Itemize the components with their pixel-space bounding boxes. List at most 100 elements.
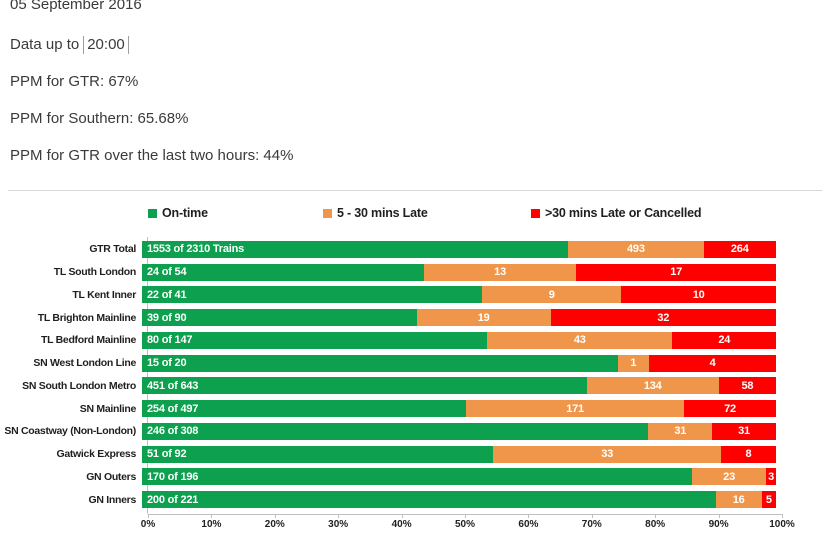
stacked-bar: 51 of 92 33 8 — [142, 445, 776, 463]
x-axis-tick-label: 40% — [391, 519, 412, 530]
legend-swatch-cancelled-icon — [531, 208, 540, 218]
segment-on-time-value-label: 1553 of 2310 Trains — [147, 243, 245, 256]
category-label: GN Outers — [86, 470, 136, 483]
segment-on-time: 39 of 90 — [142, 309, 417, 327]
segment-on-time: 200 of 221 — [142, 491, 716, 509]
stacked-bar: 15 of 20 1 4 — [142, 354, 776, 372]
segment-cancelled: 8 — [720, 445, 776, 463]
chart-row: SN Coastway (Non-London) 246 of 308 31 31 — [0, 420, 782, 443]
stacked-bar: 451 of 643 134 58 — [142, 377, 776, 395]
segment-cancelled: 5 — [761, 491, 776, 509]
segment-on-time: 451 of 643 — [142, 377, 587, 395]
segment-late-value-label: 43 — [573, 334, 586, 347]
stacked-bar: 246 of 308 31 31 — [142, 422, 776, 440]
segment-late-value-label: 23 — [723, 470, 735, 483]
segment-cancelled: 32 — [550, 309, 776, 327]
chart-row: TL Brighton Mainline 39 of 90 19 32 — [0, 306, 782, 329]
chart-row: GN Inners 200 of 221 16 5 — [0, 488, 782, 511]
category-label: GN Inners — [88, 493, 137, 506]
segment-late: 171 — [466, 400, 685, 418]
segment-on-time-value-label: 200 of 221 — [147, 493, 199, 506]
stacked-bar: 39 of 90 19 32 — [142, 309, 776, 327]
segment-cancelled-value-label: 5 — [765, 493, 772, 506]
segment-on-time: 170 of 196 — [142, 468, 692, 486]
stacked-bar: 1553 of 2310 Trains 493 264 — [142, 240, 776, 258]
x-axis-tick-label: 10% — [201, 519, 222, 530]
segment-cancelled-value-label: 24 — [718, 334, 731, 347]
category-label: SN South London Metro — [22, 379, 136, 392]
segment-on-time-value-label: 15 of 20 — [147, 357, 187, 370]
segment-cancelled-value-label: 32 — [657, 311, 670, 324]
segment-late: 134 — [586, 377, 719, 395]
chart-row: SN West London Line 15 of 20 1 4 — [0, 352, 782, 375]
segment-late-value-label: 1 — [630, 357, 637, 370]
segment-cancelled-value-label: 8 — [745, 448, 752, 461]
ppm-southern-text: PPM for Southern: 65.68% — [10, 110, 189, 127]
legend-item-cancelled: >30 mins Late or Cancelled — [531, 206, 702, 220]
segment-late: 9 — [482, 286, 622, 304]
segment-on-time-value-label: 22 of 41 — [147, 288, 187, 301]
x-axis-tick-label: 60% — [518, 519, 539, 530]
x-axis-tick — [274, 514, 276, 518]
x-axis-tick-label: 100% — [769, 519, 795, 530]
chart-row: TL South London 24 of 54 13 17 — [0, 261, 782, 284]
segment-cancelled-value-label: 4 — [709, 357, 716, 370]
x-axis-tick-label: 30% — [328, 519, 349, 530]
segment-late: 13 — [423, 263, 577, 281]
x-axis-tick-label: 70% — [581, 519, 602, 530]
data-up-to-line: Data up to 20:00 — [10, 36, 129, 54]
x-axis-tick — [211, 514, 213, 518]
category-label: SN Coastway (Non-London) — [4, 425, 136, 438]
segment-on-time: 24 of 54 — [142, 263, 424, 281]
x-axis-tick-label: 50% — [454, 519, 476, 530]
category-label: SN West London Line — [33, 357, 136, 370]
category-label: TL Brighton Mainline — [37, 311, 137, 324]
segment-cancelled: 72 — [684, 400, 776, 418]
segment-cancelled: 4 — [649, 354, 776, 372]
segment-cancelled-value-label: 264 — [730, 243, 749, 256]
report-date: 05 September 2016 — [10, 0, 142, 13]
segment-cancelled-value-label: 17 — [670, 266, 683, 279]
stacked-bar: 170 of 196 23 3 — [142, 468, 776, 486]
x-axis-tick — [782, 514, 783, 518]
data-up-to-time-field[interactable]: 20:00 — [83, 36, 129, 54]
category-label: TL Kent Inner — [72, 288, 136, 301]
segment-late-value-label: 171 — [566, 402, 584, 415]
chart-row: TL Bedford Mainline 80 of 147 43 24 — [0, 329, 782, 352]
segment-late-value-label: 19 — [477, 311, 490, 324]
stacked-bar: 24 of 54 13 17 — [142, 263, 776, 281]
segment-cancelled: 3 — [766, 468, 776, 486]
segment-on-time-value-label: 24 of 54 — [147, 266, 187, 279]
x-axis-tick — [718, 514, 720, 518]
chart-row: TL Kent Inner 22 of 41 9 10 — [0, 284, 782, 307]
x-axis-tick — [401, 514, 403, 518]
segment-cancelled: 24 — [672, 331, 776, 349]
segment-on-time-value-label: 451 of 643 — [147, 379, 199, 392]
category-label: SN Mainline — [79, 402, 137, 415]
data-up-to-label: Data up to — [10, 36, 80, 53]
segment-late-value-label: 16 — [732, 493, 745, 506]
chart-row: SN Mainline 254 of 497 171 72 — [0, 397, 782, 420]
segment-cancelled-value-label: 72 — [724, 402, 736, 415]
segment-late: 493 — [568, 240, 704, 258]
stacked-bar: 254 of 497 171 72 — [142, 400, 776, 418]
segment-on-time: 254 of 497 — [142, 400, 467, 418]
segment-late: 43 — [487, 331, 673, 349]
legend-item-on-time: On-time — [148, 206, 208, 220]
segment-on-time-value-label: 51 of 92 — [147, 448, 187, 461]
segment-cancelled-value-label: 58 — [741, 379, 754, 392]
segment-cancelled: 31 — [712, 422, 776, 440]
segment-late: 16 — [715, 491, 762, 509]
segment-on-time: 51 of 92 — [142, 445, 494, 463]
x-axis-tick — [528, 514, 530, 518]
segment-on-time-value-label: 170 of 196 — [147, 470, 199, 483]
legend-item-late: 5 - 30 mins Late — [323, 206, 428, 220]
segment-late-value-label: 9 — [548, 288, 555, 301]
segment-cancelled: 58 — [718, 377, 776, 395]
segment-cancelled-value-label: 31 — [738, 425, 750, 438]
ppm-gtr-two-hours-text: PPM for GTR over the last two hours: 44% — [10, 147, 294, 164]
segment-on-time-value-label: 80 of 147 — [147, 334, 193, 347]
x-axis-tick — [465, 514, 466, 518]
x-axis-tick-label: 0% — [140, 519, 156, 530]
